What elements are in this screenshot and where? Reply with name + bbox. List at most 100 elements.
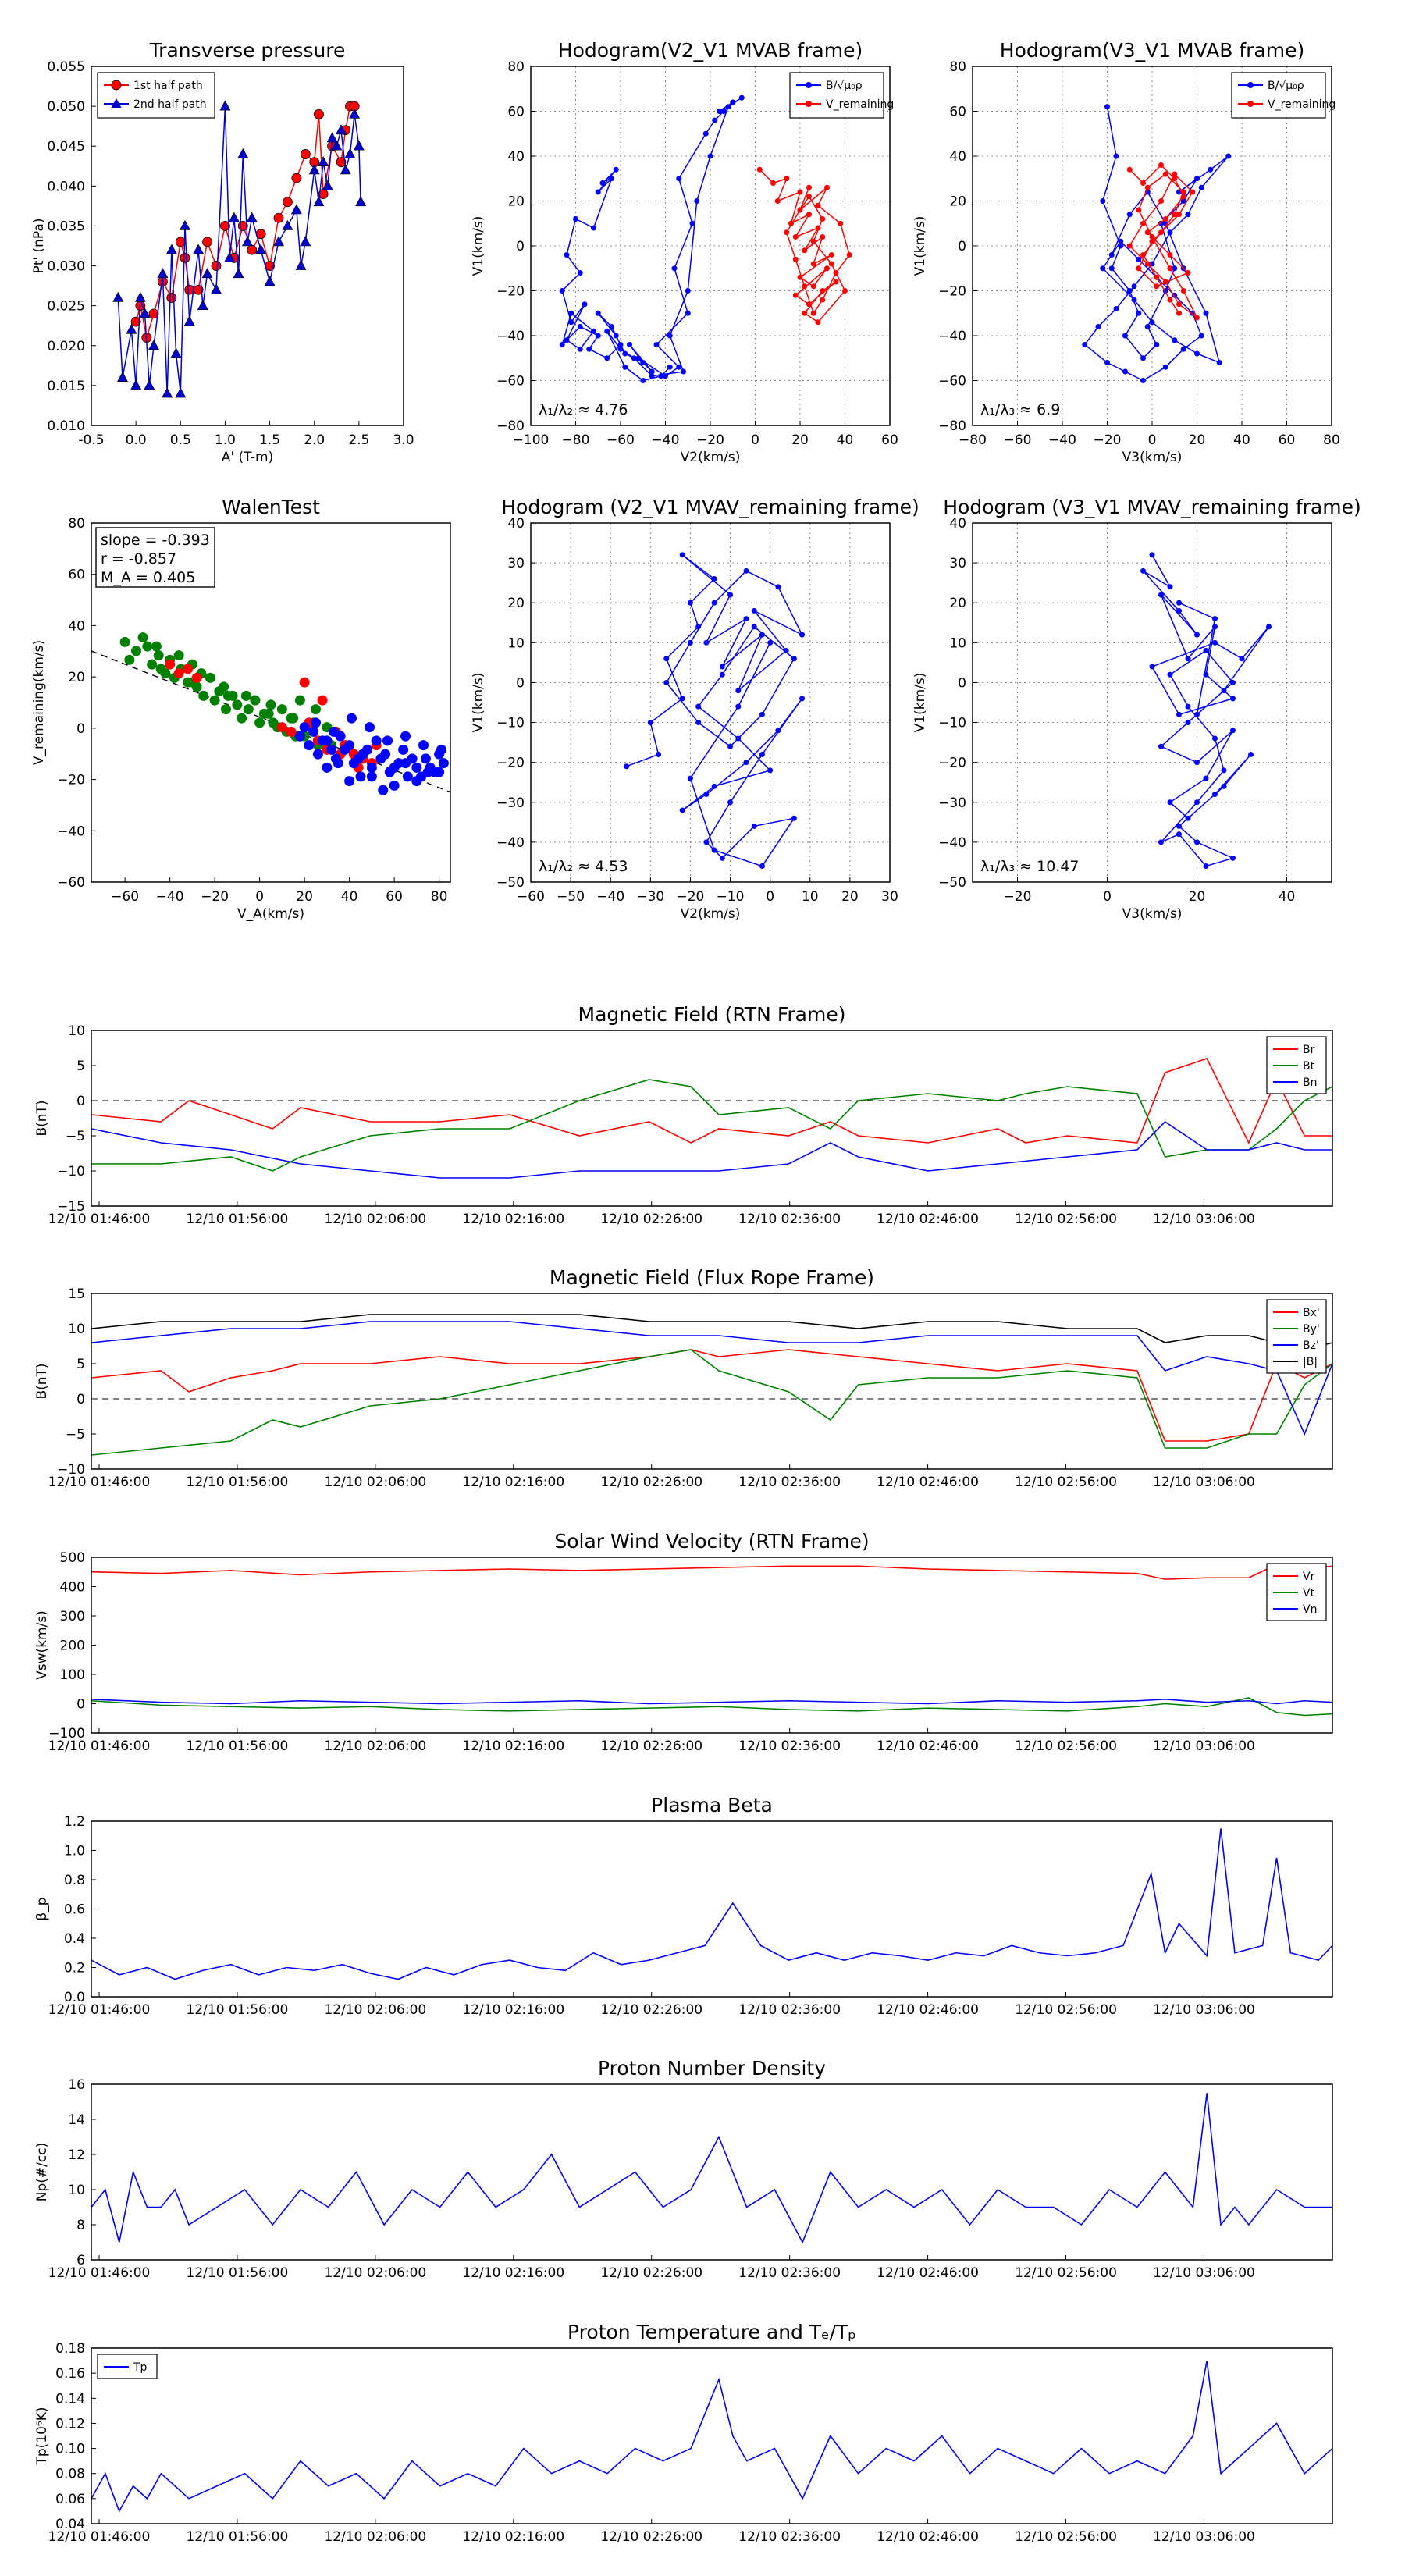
data-point [411,776,422,787]
data-point [783,648,789,654]
data-point [1167,229,1173,236]
data-point [711,847,717,853]
x-tick-label: 12/10 03:06:00 [1153,2529,1255,2545]
data-point [622,364,628,370]
plot-area [559,94,852,383]
data-point [617,346,624,352]
data-point [788,220,794,226]
data-point [1167,265,1173,272]
data-point [649,368,655,375]
data-point [1162,279,1168,285]
plot-area [112,100,367,398]
y-tick-label: −20 [496,284,525,300]
y-tick-label: −60 [496,374,525,390]
plot-area [91,632,450,795]
legend-label: 2nd half path [133,98,207,111]
y-tick-label: 0.045 [47,139,85,155]
legend-marker [111,98,122,108]
y-tick-label: 500 [60,1550,85,1566]
y-tick-label: −50 [938,875,966,891]
stats-text: slope = -0.393 [101,532,210,549]
data-point [806,212,812,218]
data-point [671,265,678,272]
x-tick-label: 12/10 03:06:00 [1153,1475,1255,1490]
data-point [775,728,781,734]
data-point [1154,283,1160,290]
plot-frame [91,2083,1333,2261]
data-point [137,632,148,643]
x-tick-label: −30 [636,889,664,905]
data-point [263,708,274,719]
data-point [719,855,725,861]
data-point [1194,176,1200,182]
y-tick-label: −10 [57,1462,85,1478]
data-point [144,379,155,390]
y-tick-label: −10 [57,1164,85,1179]
y-tick-label: −80 [496,418,525,434]
data-point [402,771,413,782]
y-tick-label: 10 [68,1322,85,1337]
data-point [294,731,305,742]
legend-label: B/√μ₀ρ [1268,80,1304,92]
data-point [1185,212,1191,218]
data-point [240,690,251,701]
y-tick-label: 0 [958,239,966,254]
x-tick-label: 12/10 03:06:00 [1153,2002,1255,2018]
panel-h2: Hodogram(V3_V1 MVAB frame) −80 −60 −40 −20 0 2… [912,39,1340,465]
data-point [331,140,343,151]
data-point [308,726,319,737]
data-point [1212,735,1218,742]
data-point [314,109,324,119]
data-point [810,261,816,267]
x-tick-label: −20 [696,432,724,448]
data-point [631,355,637,361]
data-point [613,166,619,173]
y-tick-label: 0.2 [64,1961,85,1976]
x-axis-label: V3(km/s) [1122,450,1183,465]
data-point [559,342,565,347]
plot-area [91,1828,1332,1980]
data-point [687,775,693,781]
data-point [1136,265,1142,272]
y-tick-label: 0.0 [64,1990,85,2005]
data-point [707,153,713,159]
series-line [91,1321,1332,1436]
plot-area [91,1314,1332,1456]
y-tick-label: 40 [507,149,525,165]
data-point [591,225,596,231]
data-point [656,751,662,757]
legend: Tp [97,2354,158,2379]
data-point [815,202,821,208]
x-tick-label: −20 [676,889,704,905]
data-point [1167,584,1173,590]
data-point [1149,261,1155,267]
data-point [250,695,261,706]
data-point [295,259,307,270]
data-point [1158,839,1164,845]
data-point [1198,184,1204,190]
data-point [286,713,297,724]
x-axis-label: V2(km/s) [681,906,741,922]
data-point [1158,198,1164,204]
plot-area [91,2093,1332,2244]
data-point [272,236,285,247]
series-line [91,1058,1332,1144]
data-point [647,720,653,726]
data-point [322,762,333,773]
data-point [183,315,195,326]
plot-frame [91,66,404,426]
data-point [792,292,799,298]
y-tick-label: 14 [68,2112,85,2128]
data-point [237,148,249,158]
y-tick-label: 0.8 [64,1873,85,1888]
legend-label: Tp [133,2361,148,2374]
data-point [233,268,244,279]
x-tick-label: −40 [156,889,184,905]
x-tick-label: 40 [341,889,358,905]
y-tick-label: 40 [68,618,85,634]
panel-walen: WalenTest −60 −40 −20 0 20 40 60 80 −60 −40 −20 0 20 4… [31,496,451,922]
x-tick-label: 12/10 01:46:00 [48,1475,151,1490]
panel-np: Proton Number Density 6 8 10 12 14 16 12/10 01:… [34,2057,1333,2281]
data-point [313,196,325,207]
y-axis-label: Np(#/cc) [34,2143,50,2201]
